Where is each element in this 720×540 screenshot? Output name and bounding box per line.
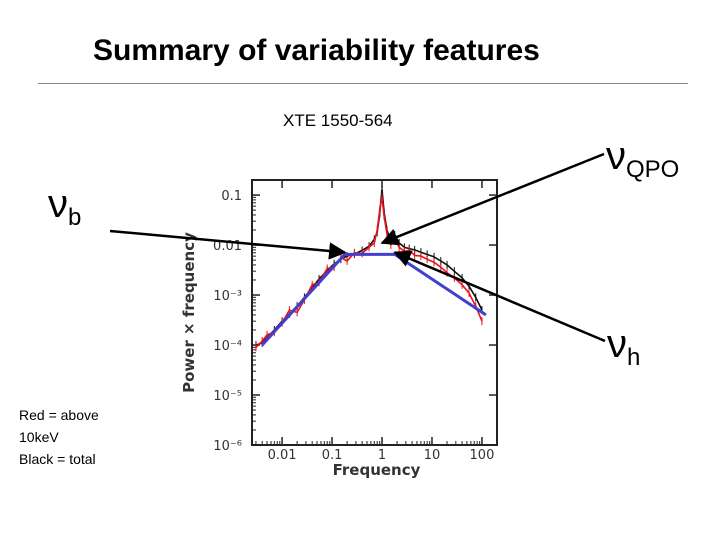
legend-red-energy: 10keV bbox=[19, 429, 59, 445]
axes: 0.01 0.1 1 10 10010⁻⁶10⁻⁵10⁻⁴10⁻³0.010.1Freq… bbox=[180, 179, 498, 479]
data-series bbox=[255, 185, 487, 352]
chart-title: XTE 1550-564 bbox=[283, 111, 393, 130]
arrow-nu-b bbox=[109, 229, 347, 260]
nu-h-symbol: ν bbox=[607, 322, 627, 366]
series-line-broken-power-law-model bbox=[261, 252, 487, 347]
x-tick-label: 10 bbox=[424, 448, 441, 463]
x-axis-label: Frequency bbox=[333, 461, 421, 479]
x-tick-label: 0.1 bbox=[322, 448, 343, 463]
legend-red: Red = above bbox=[19, 407, 99, 423]
title-divider bbox=[38, 83, 688, 84]
y-axis-label: Power × frequency bbox=[180, 232, 198, 393]
nu-h-subscript: h bbox=[627, 344, 641, 371]
nu-b-label: νb bbox=[48, 182, 81, 230]
legend: Red = above 10keV Black = total bbox=[19, 404, 169, 470]
y-tick-label: 10⁻⁵ bbox=[213, 389, 242, 404]
nu-qpo-symbol: ν bbox=[606, 134, 626, 178]
y-tick-label: 10⁻⁴ bbox=[213, 339, 242, 354]
y-tick-label: 10⁻³ bbox=[213, 289, 242, 304]
y-tick-label: 10⁻⁶ bbox=[213, 439, 242, 454]
annotation-arrows bbox=[109, 152, 606, 343]
y-tick-label: 0.1 bbox=[221, 189, 242, 204]
legend-black: Black = total bbox=[19, 451, 96, 467]
arrow-nu-h bbox=[393, 250, 606, 343]
nu-b-subscript: b bbox=[68, 204, 82, 231]
nu-qpo-label: νQPO bbox=[606, 134, 679, 182]
x-tick-label: 0.01 bbox=[268, 448, 297, 463]
x-tick-label: 100 bbox=[470, 448, 495, 463]
nu-h-label: νh bbox=[607, 322, 640, 370]
nu-b-symbol: ν bbox=[48, 182, 68, 226]
arrow-nu-qpo bbox=[380, 152, 605, 246]
series-line-total bbox=[255, 188, 483, 346]
x-tick-label: 1 bbox=[378, 448, 386, 463]
nu-qpo-subscript: QPO bbox=[626, 156, 680, 183]
series-line-above-10kev bbox=[255, 196, 483, 348]
slide-title: Summary of variability features bbox=[93, 34, 540, 67]
